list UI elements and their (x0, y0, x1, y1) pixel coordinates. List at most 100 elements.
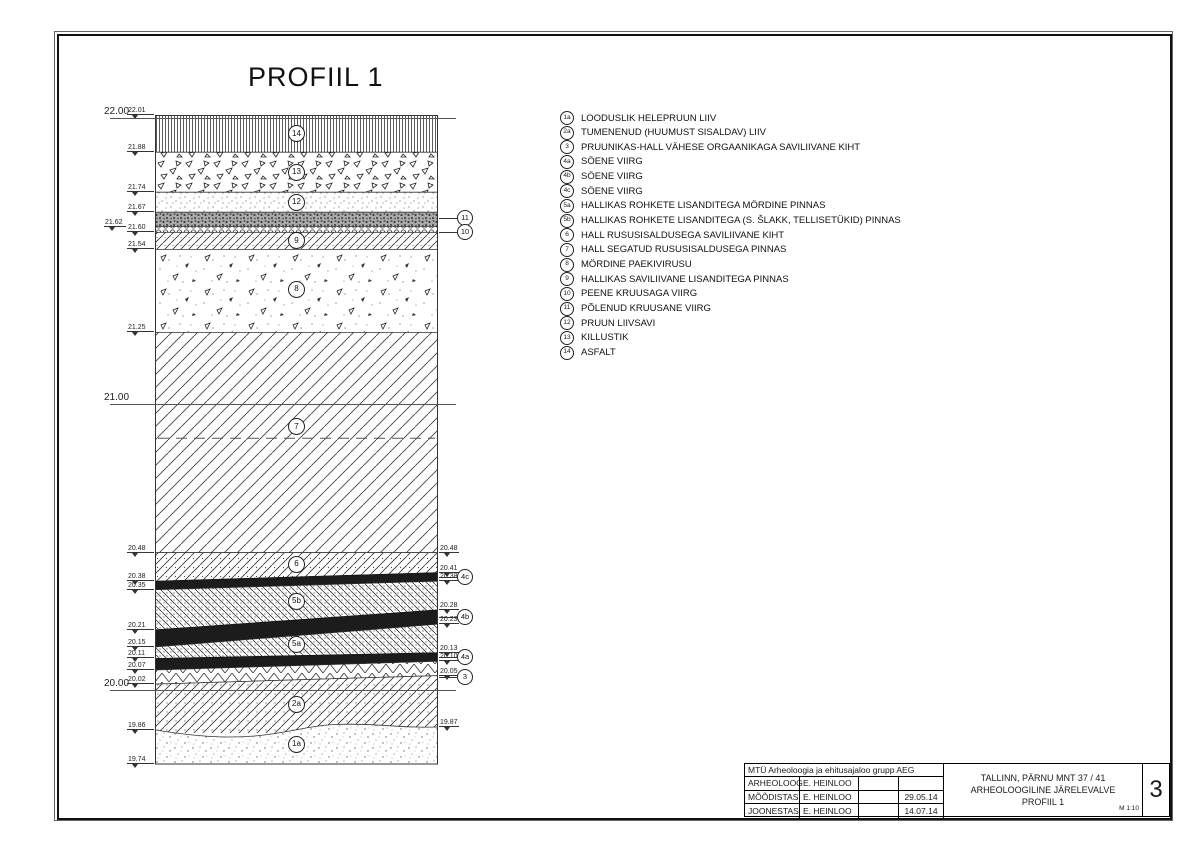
title-block-extra (859, 777, 899, 791)
legend-item-label: PÕLENUD KRUUSANE VIIRG (581, 303, 711, 315)
elevation-mark-right: 20.23 (439, 614, 459, 629)
legend-number-circle: 10 (560, 286, 574, 301)
layer-11-polenud-kruus (155, 212, 438, 227)
title-block-name: E. HEINLOO (800, 777, 859, 791)
elevation-mark-label: 20.28 (440, 601, 458, 609)
legend-number-circle: 9 (560, 272, 574, 287)
legend-item: 3 PRUUNIKAS-HALL VÄHESE ORGAANIKAGA SAVIL… (560, 140, 860, 155)
elevation-mark-label: 22.01 (128, 107, 146, 114)
level-triangle-icon (132, 684, 138, 689)
level-triangle-icon (444, 727, 450, 732)
elevation-mark-label: 21.74 (128, 184, 146, 192)
legend-item-label: LOODUSLIK HELEPRUUN LIIV (581, 112, 717, 124)
level-triangle-icon (132, 581, 138, 586)
legend-number-circle: 14 (560, 345, 574, 360)
legend-item: 4a SÖENE VIIRG (560, 154, 643, 169)
legend-item: 5a HALLIKAS ROHKETE LISANDITEGA MÖRDINE P… (560, 198, 826, 213)
legend-item: 13 KILLUSTIK (560, 330, 629, 345)
level-triangle-icon (132, 152, 138, 157)
elevation-mark-label: 21.54 (128, 241, 146, 249)
level-triangle-icon (132, 764, 138, 769)
elevation-mark-label: 20.07 (128, 661, 146, 669)
profile-svg (154, 115, 439, 765)
elevation-mark-left: 19.86 (127, 720, 154, 734)
elevation-mark-label: 19.87 (440, 719, 458, 727)
title-block-extra (859, 790, 899, 805)
layer-badge-12: 12 (288, 193, 305, 211)
level-triangle-icon (444, 609, 450, 614)
legend-item: 2a TUMENENUD (HUUMUST SISALDAV) LIIV (560, 125, 766, 140)
elevation-gridline (110, 689, 456, 691)
legend-item-label: ASFALT (581, 347, 616, 359)
legend-item-label: HALLIKAS ROHKETE LISANDITEGA MÖRDINE PIN… (581, 200, 826, 212)
legend-item-label: TUMENENUD (HUUMUST SISALDAV) LIIV (581, 127, 766, 139)
legend-number-circle: 4a (560, 154, 574, 169)
legend-item: 4b SÖENE VIIRG (560, 169, 643, 184)
project-line-3: PROFIIL 1 (1021, 797, 1065, 807)
title-block: MTÜ Arheoloogia ja ehitusajaloo grupp AE… (744, 763, 1170, 818)
elevation-mark-left: 22.01 (127, 105, 154, 119)
level-triangle-icon (132, 192, 138, 197)
level-triangle-icon (132, 669, 138, 674)
title-block-role: MÕÕDISTAS (745, 790, 800, 805)
legend-item: 1a LOODUSLIK HELEPRUUN LIIV (560, 111, 716, 125)
elevation-mark-label: 20.48 (440, 544, 458, 552)
layer-badge-10: 10 (439, 224, 473, 241)
layer-badge-8: 8 (288, 280, 305, 298)
legend-number-circle: 6 (560, 228, 574, 243)
elevation-mark-label: 20.41 (440, 564, 458, 572)
elevation-mark-left: 21.67 (127, 202, 154, 217)
legend-item: 10 PEENE KRUUSAGA VIIRG (560, 286, 697, 301)
legend-number-circle: 5b (560, 213, 574, 228)
project-line-2: ARHEOLOOGILINE JÄRELEVALVE (970, 785, 1116, 795)
elevation-mark-left: 20.11 (127, 648, 154, 663)
elevation-mark-left: 21.62 (104, 217, 126, 231)
title-block-date (899, 777, 944, 791)
elevation-mark-label: 20.02 (128, 676, 146, 684)
layer-badge-5a: 5a (288, 635, 305, 653)
elevation-mark-left: 20.35 (127, 580, 154, 594)
layer-badge-13: 13 (288, 163, 305, 181)
elevation-mark-left: 21.74 (127, 182, 154, 197)
elevation-gridline-label: 21.00 (104, 391, 130, 403)
legend-number-circle: 3 (560, 140, 574, 155)
layer-badge-4a: 4a (439, 648, 473, 665)
legend-number-circle: 1a (560, 111, 574, 125)
legend-number-circle: 5a (560, 198, 574, 213)
elevation-mark-left: 20.15 (127, 637, 154, 651)
layer-7 (155, 332, 438, 553)
legend-number-circle: 4b (560, 169, 574, 184)
title-block-role: JOONESTAS (745, 804, 800, 818)
legend-item: 7 HALL SEGATUD RUSUSISALDUSEGA PINNAS (560, 242, 787, 257)
layer-badge-2a: 2a (288, 695, 305, 713)
legend-item-label: SÖENE VIIRG (581, 171, 643, 183)
legend-item: 8 MÖRDINE PAEKIVIRUSU (560, 257, 692, 272)
title-block-extra (859, 804, 899, 818)
elevation-mark-left: 21.88 (127, 142, 154, 157)
elevation-mark-label: 20.35 (128, 581, 146, 589)
elevation-mark-left: 20.07 (127, 660, 154, 674)
legend-item: 6 HALL RUSUSISALDUSEGA SAVILIIVANE KIHT (560, 228, 784, 243)
sheet-number: 3 (1149, 776, 1163, 803)
elevation-gridline (110, 403, 456, 405)
elevation-mark-label: 21.25 (128, 324, 146, 332)
legend-item-label: HALL SEGATUD RUSUSISALDUSEGA PINNAS (581, 244, 787, 256)
elevation-mark-right: 19.87 (439, 717, 459, 732)
legend-number-circle: 12 (560, 316, 574, 331)
sheet-frame-outer (54, 31, 1173, 821)
layer-badge-7: 7 (288, 418, 305, 436)
profile-drawing (154, 115, 439, 765)
level-triangle-icon (132, 646, 138, 651)
level-triangle-icon (444, 661, 450, 666)
elevation-mark-left: 19.74 (127, 754, 154, 769)
level-triangle-icon (132, 212, 138, 217)
title-block-date: 29.05.14 (899, 790, 944, 805)
elevation-mark-label: 20.10 (440, 653, 458, 660)
elevation-mark-label: 19.86 (128, 721, 146, 729)
elevation-gridline (110, 117, 456, 119)
layer-badge-9: 9 (288, 232, 305, 250)
layer-badge-4c: 4c (439, 568, 473, 585)
legend-item-label: HALLIKAS ROHKETE LISANDITEGA (S. ŠLAKK, … (581, 215, 901, 227)
title-block-name: E. HEINLOO (800, 790, 859, 805)
